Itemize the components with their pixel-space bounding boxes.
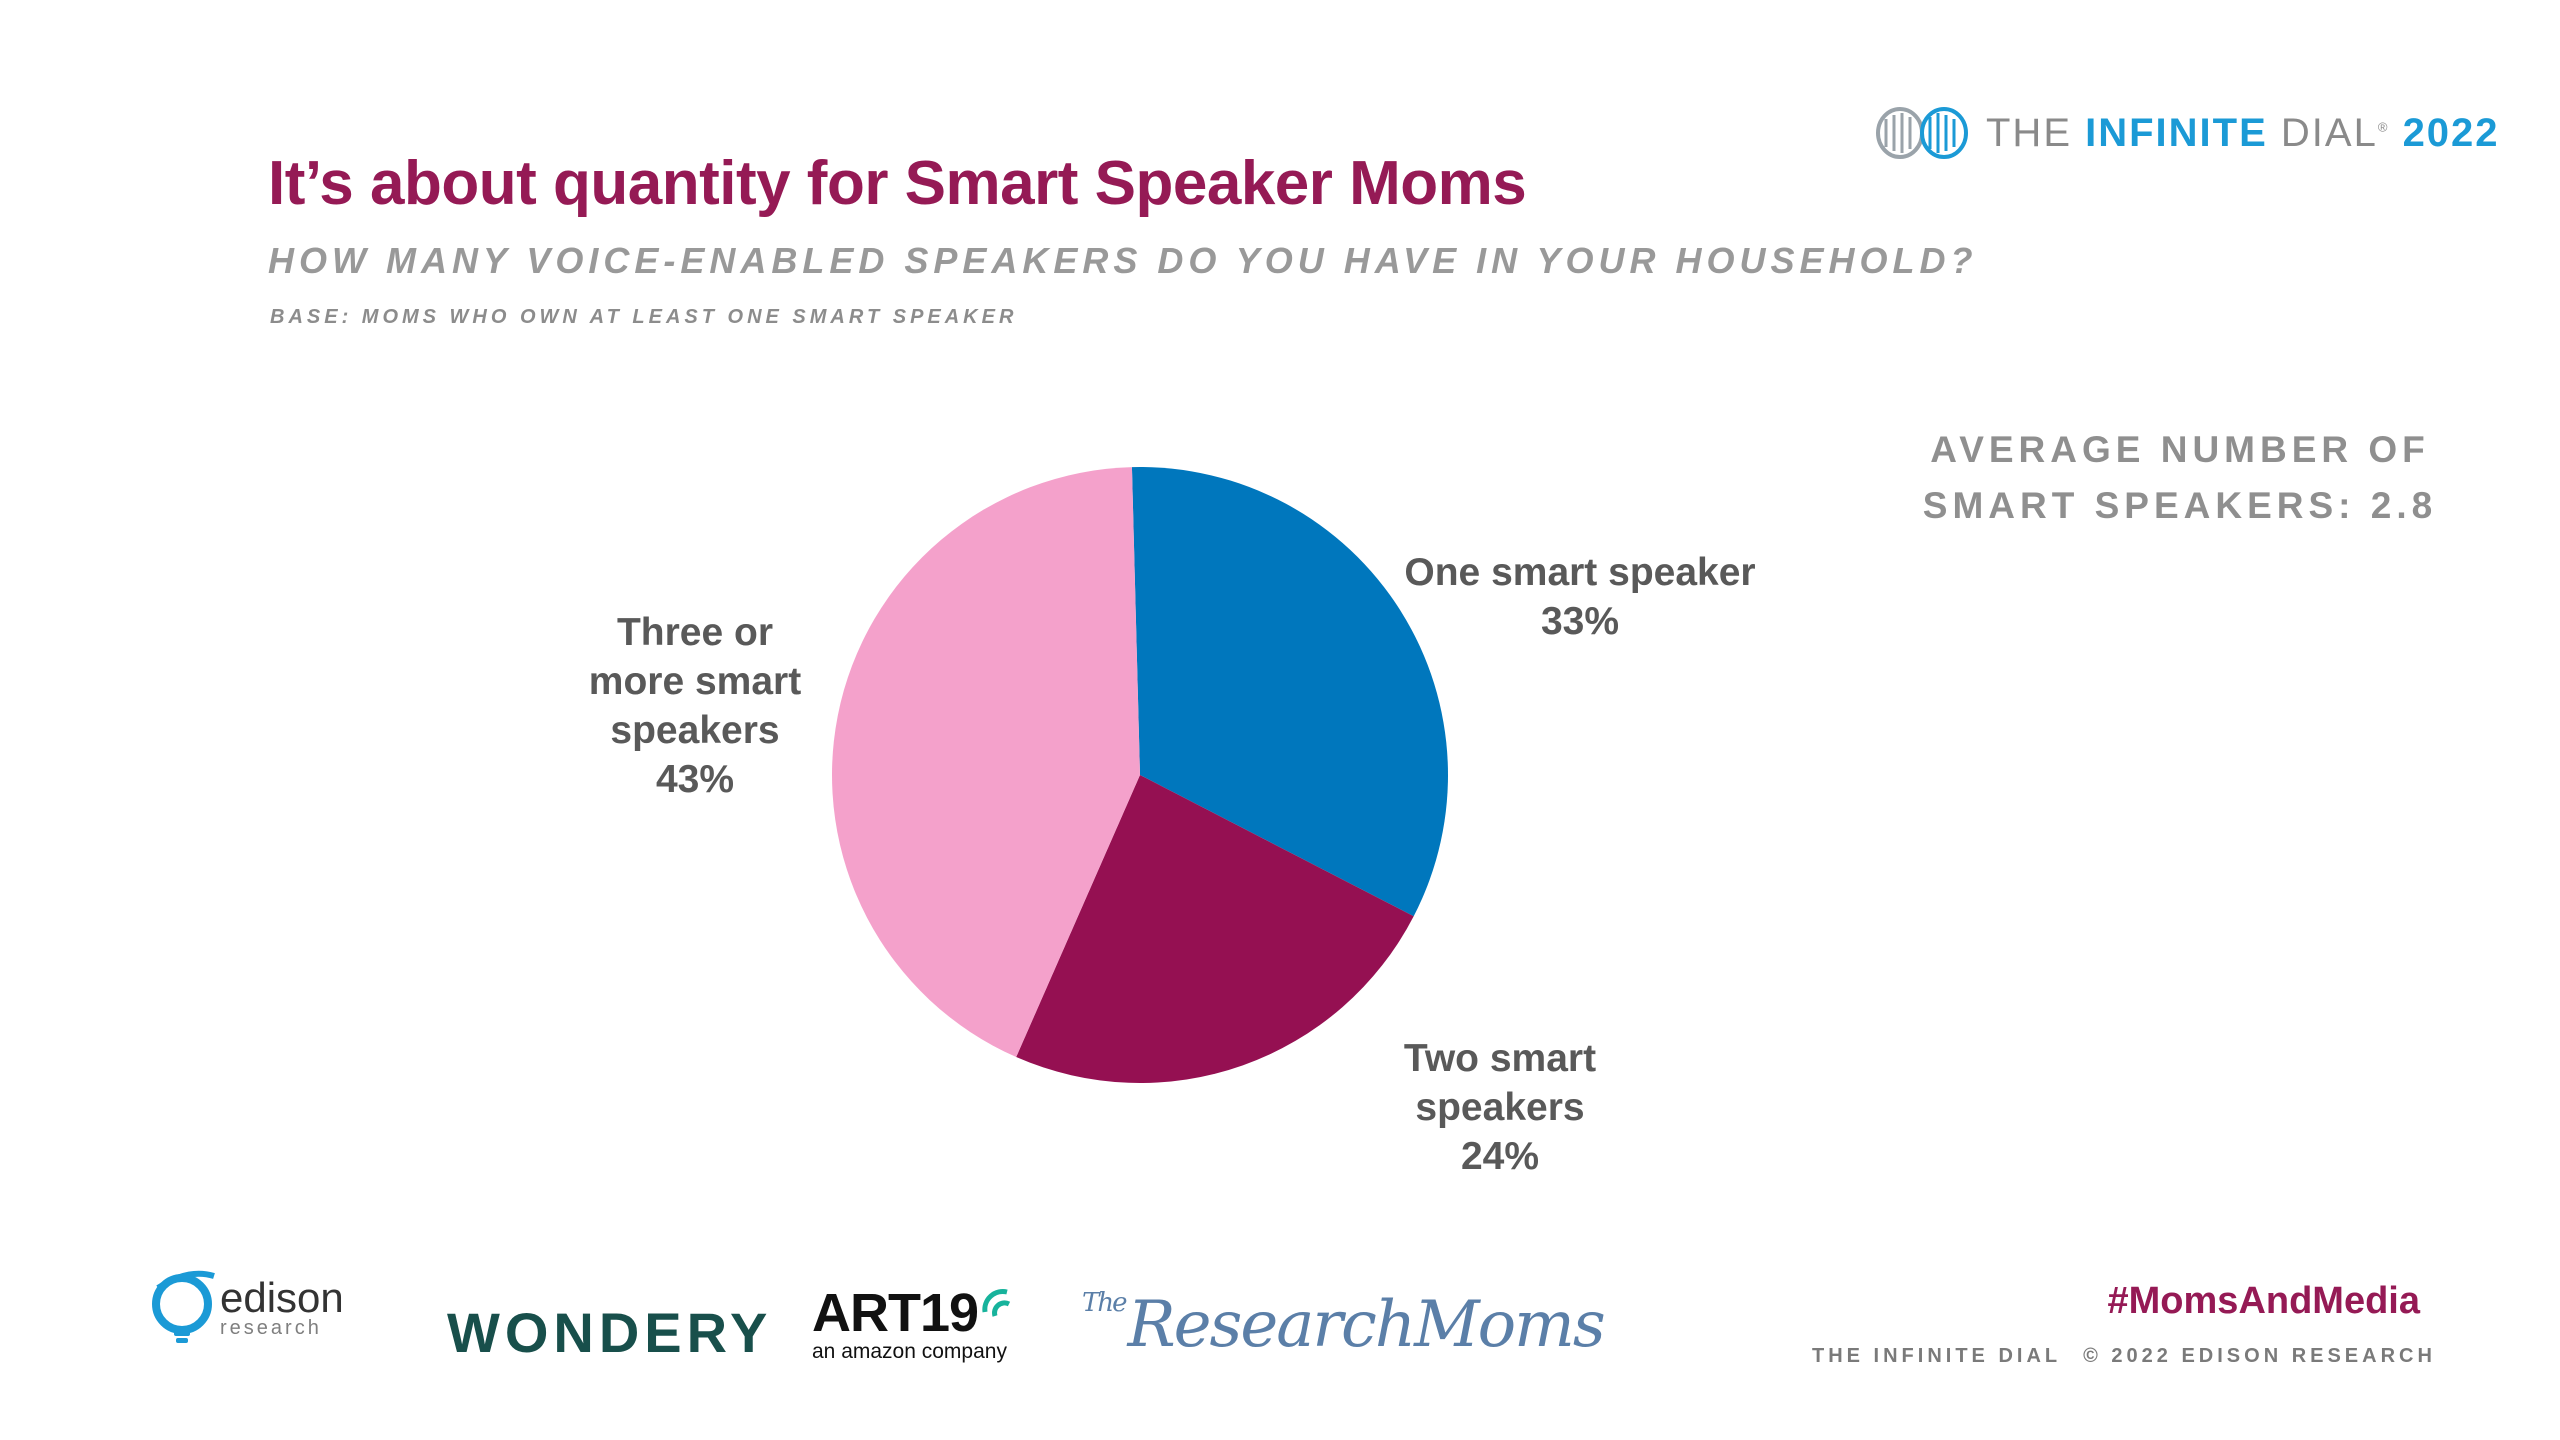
label-three-text-3: speakers — [610, 709, 780, 752]
research-moms-name: ResearchMoms — [1127, 1288, 1605, 1362]
pie-slice-1 — [1131, 467, 1448, 917]
research-moms-logo: TheResearchMoms — [1082, 1288, 1606, 1362]
infinity-icon — [1876, 107, 1968, 159]
label-one-text: One smart speaker — [1404, 551, 1756, 594]
edison-name: edison — [220, 1274, 344, 1321]
label-two-smart-speakers: Two smart speakers 24% — [1340, 1034, 1660, 1181]
footer-note-dial: THE INFINITE DIAL — [1812, 1345, 2062, 1367]
label-three-text-2: more smart — [588, 660, 802, 703]
average-callout: AVERAGE NUMBER OF SMART SPEAKERS: 2.8 — [1920, 422, 2440, 534]
brand-year: 2022 — [2402, 110, 2500, 155]
art19-logo: ART19 an amazon company — [812, 1283, 1011, 1364]
label-three-text-1: Three or — [616, 611, 774, 654]
survey-question: HOW MANY VOICE-ENABLED SPEAKERS DO YOU H… — [268, 240, 1978, 281]
label-one-pct: 33% — [1540, 600, 1620, 643]
base-note: BASE: MOMS WHO OWN AT LEAST ONE SMART SP… — [270, 306, 1018, 328]
edison-bulb-icon — [152, 1270, 215, 1343]
wondery-logo: WONDERY — [447, 1301, 773, 1364]
average-line-1: AVERAGE NUMBER OF — [1930, 429, 2430, 470]
hashtag: #MomsAndMedia — [2107, 1280, 2420, 1322]
label-three-pct: 43% — [655, 758, 735, 801]
label-two-text-2: speakers — [1415, 1086, 1585, 1129]
footer-copyright: THE INFINITE DIAL © 2022 EDISON RESEARCH — [1790, 1345, 2432, 1368]
label-three-or-more: Three or more smart speakers 43% — [545, 608, 845, 804]
art19-name: ART19 — [812, 1283, 979, 1343]
brand-infinite: INFINITE — [2085, 110, 2268, 155]
brand-wordmark: THE INFINITE DIAL® 2022 — [1986, 111, 2500, 156]
infinite-dial-logo: THE INFINITE DIAL® 2022 — [1872, 103, 2500, 163]
signal-arcs-icon — [982, 1289, 1011, 1317]
label-two-pct: 24% — [1460, 1135, 1540, 1178]
label-one-smart-speaker: One smart speaker 33% — [1380, 548, 1780, 646]
pie-chart — [831, 467, 1448, 1083]
pie-slice-2 — [1016, 775, 1414, 1083]
footer-note-copyright: © 2022 EDISON RESEARCH — [2083, 1345, 2436, 1367]
pie-slice-3 — [831, 467, 1140, 1058]
average-line-2: SMART SPEAKERS: 2.8 — [1922, 485, 2438, 526]
research-moms-the: The — [1082, 1288, 1128, 1318]
brand-registered: ® — [2377, 119, 2390, 135]
art19-sub: an amazon company — [812, 1340, 1007, 1363]
brand-the: THE — [1986, 110, 2086, 155]
edison-sub: research — [220, 1317, 322, 1339]
brand-dial: DIAL — [2267, 110, 2378, 155]
label-two-text-1: Two smart — [1403, 1037, 1597, 1080]
edison-research-logo: edison research — [148, 1268, 344, 1348]
page-title: It’s about quantity for Smart Speaker Mo… — [268, 149, 1527, 218]
